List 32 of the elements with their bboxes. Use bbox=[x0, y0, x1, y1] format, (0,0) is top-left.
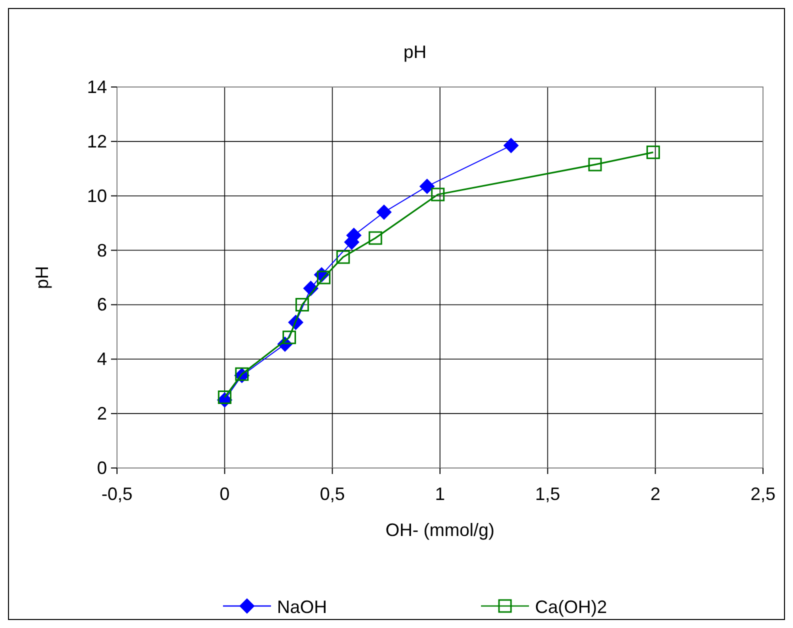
x-tick-label: 1,5 bbox=[535, 484, 560, 504]
y-axis-title: pH bbox=[32, 266, 52, 290]
point bbox=[588, 158, 602, 172]
x-tick-label: 0,5 bbox=[320, 484, 345, 504]
y-tick-label: 8 bbox=[96, 240, 107, 260]
y-tick-label: 0 bbox=[96, 458, 107, 478]
y-tick-label: 6 bbox=[96, 294, 107, 315]
point bbox=[420, 178, 435, 194]
point bbox=[295, 298, 309, 312]
point bbox=[376, 204, 392, 220]
y-tick-label: 12 bbox=[86, 131, 107, 152]
x-tick-label: 2,5 bbox=[750, 484, 776, 504]
legend-label: NaOH bbox=[277, 597, 328, 617]
point bbox=[431, 188, 445, 202]
y-tick-label: 10 bbox=[86, 186, 107, 206]
point bbox=[504, 138, 519, 154]
point bbox=[316, 270, 330, 284]
x-tick-label: 1 bbox=[434, 484, 446, 504]
point bbox=[282, 330, 296, 344]
legend-label: Ca(OH)2 bbox=[535, 597, 608, 617]
x-axis-title: OH- (mmol/g) bbox=[386, 520, 494, 540]
point bbox=[218, 390, 232, 404]
x-tick-label: -0,5 bbox=[101, 484, 133, 504]
y-tick-label: 2 bbox=[96, 404, 107, 424]
x-tick-label: 0 bbox=[220, 484, 230, 504]
x-tick-label: 2 bbox=[650, 484, 660, 504]
point bbox=[336, 250, 350, 264]
point bbox=[368, 231, 382, 245]
chart-title: pH bbox=[403, 42, 427, 62]
y-tick-label: 14 bbox=[86, 77, 107, 97]
y-tick-label: 4 bbox=[96, 349, 107, 370]
point bbox=[646, 146, 660, 160]
